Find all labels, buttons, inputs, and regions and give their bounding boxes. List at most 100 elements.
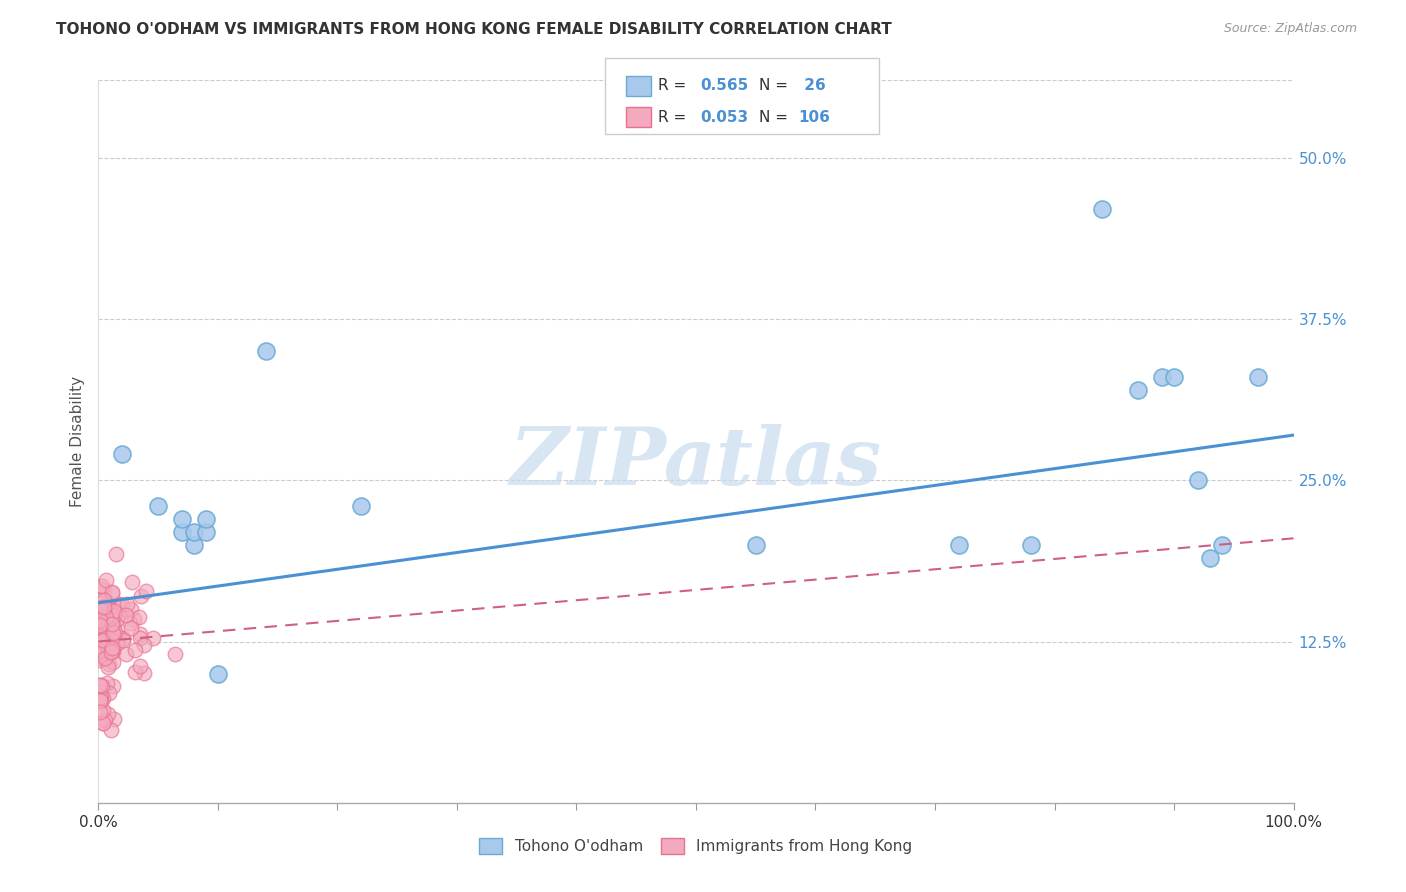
Point bbox=[96, 595, 118, 609]
Point bbox=[132, 666, 155, 681]
Point bbox=[90, 631, 112, 645]
Point bbox=[108, 607, 131, 622]
Point bbox=[91, 643, 114, 657]
Point bbox=[91, 715, 114, 730]
Point bbox=[101, 644, 124, 658]
Point bbox=[111, 598, 134, 612]
Point bbox=[1211, 538, 1233, 552]
Text: N =: N = bbox=[759, 78, 793, 94]
Point bbox=[89, 600, 111, 615]
Point bbox=[93, 593, 115, 607]
Point bbox=[89, 600, 111, 615]
Point bbox=[91, 607, 114, 621]
Point bbox=[115, 597, 138, 611]
Point bbox=[100, 585, 122, 599]
Point bbox=[100, 611, 122, 625]
Point bbox=[172, 512, 194, 526]
Point bbox=[94, 609, 117, 624]
Point bbox=[89, 678, 111, 692]
Point bbox=[115, 647, 138, 661]
Point bbox=[91, 716, 114, 731]
Point bbox=[89, 613, 111, 627]
Text: Source: ZipAtlas.com: Source: ZipAtlas.com bbox=[1223, 22, 1357, 36]
Text: N =: N = bbox=[759, 110, 793, 125]
Point bbox=[172, 524, 194, 539]
Point bbox=[89, 649, 111, 664]
Text: 0.565: 0.565 bbox=[700, 78, 748, 94]
Point bbox=[98, 617, 121, 632]
Point bbox=[115, 608, 138, 623]
Point bbox=[745, 538, 768, 552]
Point bbox=[118, 616, 141, 631]
Point bbox=[89, 613, 111, 627]
Point bbox=[97, 600, 120, 615]
Point bbox=[89, 633, 111, 648]
Point bbox=[120, 621, 142, 635]
Point bbox=[103, 619, 125, 633]
Point bbox=[101, 679, 124, 693]
Point bbox=[1163, 370, 1185, 384]
Point bbox=[91, 578, 114, 592]
Point bbox=[96, 616, 118, 631]
Point bbox=[93, 599, 115, 614]
Point bbox=[93, 632, 115, 647]
Text: 106: 106 bbox=[799, 110, 831, 125]
Point bbox=[104, 624, 127, 639]
Point bbox=[124, 643, 146, 657]
Point bbox=[89, 653, 111, 667]
Point bbox=[101, 641, 124, 656]
Point bbox=[100, 616, 122, 631]
Point bbox=[90, 615, 112, 629]
Point bbox=[89, 685, 111, 699]
Point bbox=[103, 626, 125, 640]
Point bbox=[98, 599, 121, 613]
Text: 0.053: 0.053 bbox=[700, 110, 748, 125]
Point bbox=[103, 607, 125, 622]
Point bbox=[94, 650, 117, 665]
Point bbox=[108, 630, 131, 644]
Point bbox=[93, 632, 115, 647]
Point bbox=[89, 640, 111, 655]
Point bbox=[89, 690, 111, 705]
Point bbox=[89, 645, 111, 659]
Point bbox=[96, 640, 118, 654]
Point bbox=[163, 648, 186, 662]
Text: 26: 26 bbox=[799, 78, 825, 94]
Point bbox=[100, 723, 122, 737]
Point bbox=[350, 499, 373, 513]
Point bbox=[96, 629, 118, 643]
Point bbox=[96, 706, 118, 721]
Point bbox=[93, 582, 115, 597]
Point bbox=[111, 447, 134, 461]
Point bbox=[100, 634, 122, 648]
Point bbox=[91, 691, 114, 706]
Point bbox=[90, 651, 112, 665]
Point bbox=[89, 705, 111, 719]
Point bbox=[107, 632, 129, 646]
Point bbox=[89, 642, 111, 657]
Point bbox=[89, 614, 111, 628]
Point bbox=[96, 624, 118, 638]
Point bbox=[101, 644, 124, 658]
Point bbox=[112, 632, 135, 647]
Point bbox=[128, 627, 150, 641]
Point bbox=[105, 612, 128, 626]
Point bbox=[100, 645, 122, 659]
Point bbox=[254, 344, 277, 359]
Point bbox=[96, 624, 118, 638]
Point bbox=[94, 648, 117, 662]
Point bbox=[96, 675, 118, 690]
Point bbox=[91, 629, 114, 643]
Point bbox=[94, 649, 117, 664]
Point bbox=[1187, 473, 1209, 487]
Point bbox=[131, 589, 153, 603]
Point bbox=[96, 633, 118, 648]
Point bbox=[105, 636, 128, 650]
Point bbox=[1128, 383, 1150, 397]
Legend: Tohono O'odham, Immigrants from Hong Kong: Tohono O'odham, Immigrants from Hong Kon… bbox=[474, 832, 918, 860]
Point bbox=[1019, 538, 1042, 552]
Point bbox=[1152, 370, 1174, 384]
Point bbox=[129, 659, 152, 673]
Point bbox=[948, 538, 970, 552]
Point bbox=[108, 598, 131, 612]
